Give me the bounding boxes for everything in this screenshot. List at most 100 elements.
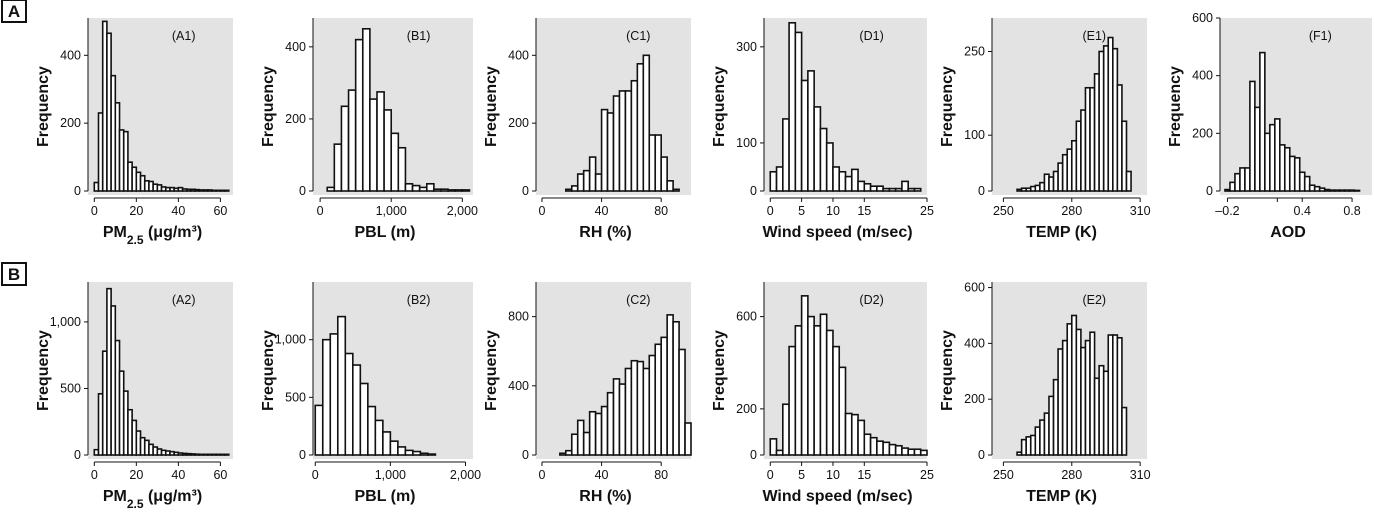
y-tick-label-a2: 1,000	[50, 315, 81, 329]
bar-d1	[838, 170, 847, 192]
x-tick-label-d2: 15	[857, 468, 871, 482]
x-tick-label-e2: 250	[993, 468, 1014, 482]
y-axis-f1: 0 200 400 600	[1192, 11, 1221, 198]
bar-c2	[618, 383, 627, 456]
bar-f1	[1303, 175, 1311, 192]
x-tick-label-e2: 310	[1130, 468, 1151, 482]
y-tick-label-e2: 600	[964, 281, 985, 295]
x-tick-label-a1: 60	[213, 204, 227, 218]
bar-f1	[1259, 51, 1266, 192]
chart-e2: (E2) 0 200 400 600 250 280 310 Frequency TEMP (K)	[939, 281, 1151, 505]
bar-b1	[425, 182, 435, 192]
bar-d2	[913, 448, 922, 456]
bar-d2	[788, 345, 797, 456]
bar-d1	[819, 127, 828, 192]
y-tick-label-f1: 600	[1192, 11, 1213, 25]
bar-d1	[844, 175, 853, 192]
bar-d1	[882, 187, 891, 192]
bar-c2	[672, 320, 680, 456]
bar-d2	[907, 448, 916, 456]
bar-d2	[894, 444, 903, 456]
bar-b1	[433, 188, 442, 192]
y-axis-d2: 0 200 600	[736, 282, 765, 462]
chart-a2: (A2) 0 500 1,000 0 20 40 60 Frequency PM2.5 (μg/m…	[35, 282, 233, 511]
bar-c1	[594, 173, 603, 192]
bar-b2	[427, 453, 437, 456]
y-tick-label-d2: 200	[736, 402, 757, 416]
bars-a1	[93, 20, 230, 192]
bar-b1	[440, 188, 449, 192]
y-title-b2: Frequency	[260, 330, 277, 411]
chart-e1: (E1) 0 100 250 250 280 310 Frequency TEMP (K)	[939, 18, 1151, 241]
bar-c1	[588, 156, 597, 192]
panel-label-c1: (C1)	[626, 29, 650, 43]
bar-a1	[223, 189, 230, 192]
bar-c1	[606, 112, 615, 192]
x-tick-label-c2: 0	[538, 468, 545, 482]
bar-d2	[850, 413, 859, 456]
bar-b2	[344, 352, 354, 456]
x-title-e2: TEMP (K)	[1026, 488, 1097, 505]
bar-d1	[825, 142, 834, 192]
bar-b2	[412, 450, 422, 456]
y-tick-label-f1: 400	[1192, 69, 1213, 83]
bar-c2	[678, 348, 686, 456]
bars-a2	[93, 287, 230, 456]
bar-b1	[404, 182, 414, 192]
x-title-main-b1: PBL (m)	[354, 224, 415, 241]
x-title-b1: PBL (m)	[354, 224, 415, 241]
x-title-main-a2: PM	[103, 488, 127, 505]
y-tick-label-e1: 250	[964, 44, 985, 58]
y-title-f1: Frequency	[1167, 66, 1184, 147]
y-tick-label-e1: 100	[964, 128, 985, 142]
x-tick-label-d1: 10	[826, 204, 840, 218]
y-axis-a2: 0 500 1,000	[50, 282, 89, 462]
x-title-main-f1: AOD	[1270, 224, 1306, 241]
x-tick-label-a2: 40	[171, 468, 185, 482]
x-tick-label-f1: 0.8	[1343, 204, 1360, 218]
y-tick-label-c2: 0	[522, 448, 529, 462]
x-tick-label-d2: 25	[920, 468, 934, 482]
y-tick-label-d2: 600	[736, 310, 757, 324]
y-tick-label-a2: 0	[74, 448, 81, 462]
x-tick-label-b2: 0	[312, 468, 319, 482]
x-tick-label-a1: 40	[171, 204, 185, 218]
bar-c1	[654, 134, 662, 192]
bar-d1	[769, 170, 778, 192]
x-axis-c1: 0 40 80	[538, 197, 668, 218]
y-axis-a1: 0 200 400	[60, 18, 89, 198]
x-tick-label-d1: 0	[767, 204, 774, 218]
panel-label-e1: (E1)	[1082, 29, 1106, 43]
bars-f1	[1224, 51, 1361, 192]
y-title-b1: Frequency	[260, 66, 277, 147]
y-axis-e1: 0 100 250	[964, 18, 993, 198]
bar-c2	[642, 367, 651, 456]
bar-d2	[857, 419, 866, 456]
x-title-main-e2: TEMP (K)	[1026, 488, 1097, 505]
bar-d1	[788, 22, 797, 192]
x-title-a2: PM2.5 (μg/m³)	[103, 488, 202, 511]
panel-label-f1: (F1)	[1309, 29, 1332, 43]
row-b-badge-text: B	[8, 265, 20, 284]
x-title-sub-a1: 2.5	[127, 233, 144, 247]
y-tick-label-c2: 800	[508, 310, 529, 324]
bar-c2	[594, 412, 603, 456]
bar-b2	[329, 333, 339, 456]
x-title-tail-a2: (μg/m³)	[144, 488, 203, 505]
bar-c1	[570, 185, 579, 192]
bar-c2	[559, 452, 567, 456]
bar-d1	[876, 185, 884, 192]
y-tick-label-b1: 200	[285, 112, 306, 126]
x-tick-label-f1: –0.2	[1215, 204, 1239, 218]
x-tick-label-c2: 80	[654, 468, 668, 482]
y-title-c2: Frequency	[483, 330, 500, 411]
chart-d2: (D2) 0 200 600 0 5 10 15 25 Frequency Wind speed (…	[711, 282, 934, 505]
chart-c1: (C1) 0 200 400 0 40 80 Frequency RH (%)	[483, 18, 691, 241]
bar-c2	[582, 431, 591, 456]
bar-c1	[636, 62, 645, 192]
bar-d2	[825, 329, 834, 456]
chart-b2: (B2) 0 500 1,000 0 1,000 2,000 Frequency PBL (m)	[260, 282, 481, 505]
bar-d1	[794, 31, 803, 192]
y-title-c1: Frequency	[483, 66, 500, 147]
bar-d1	[800, 79, 809, 192]
